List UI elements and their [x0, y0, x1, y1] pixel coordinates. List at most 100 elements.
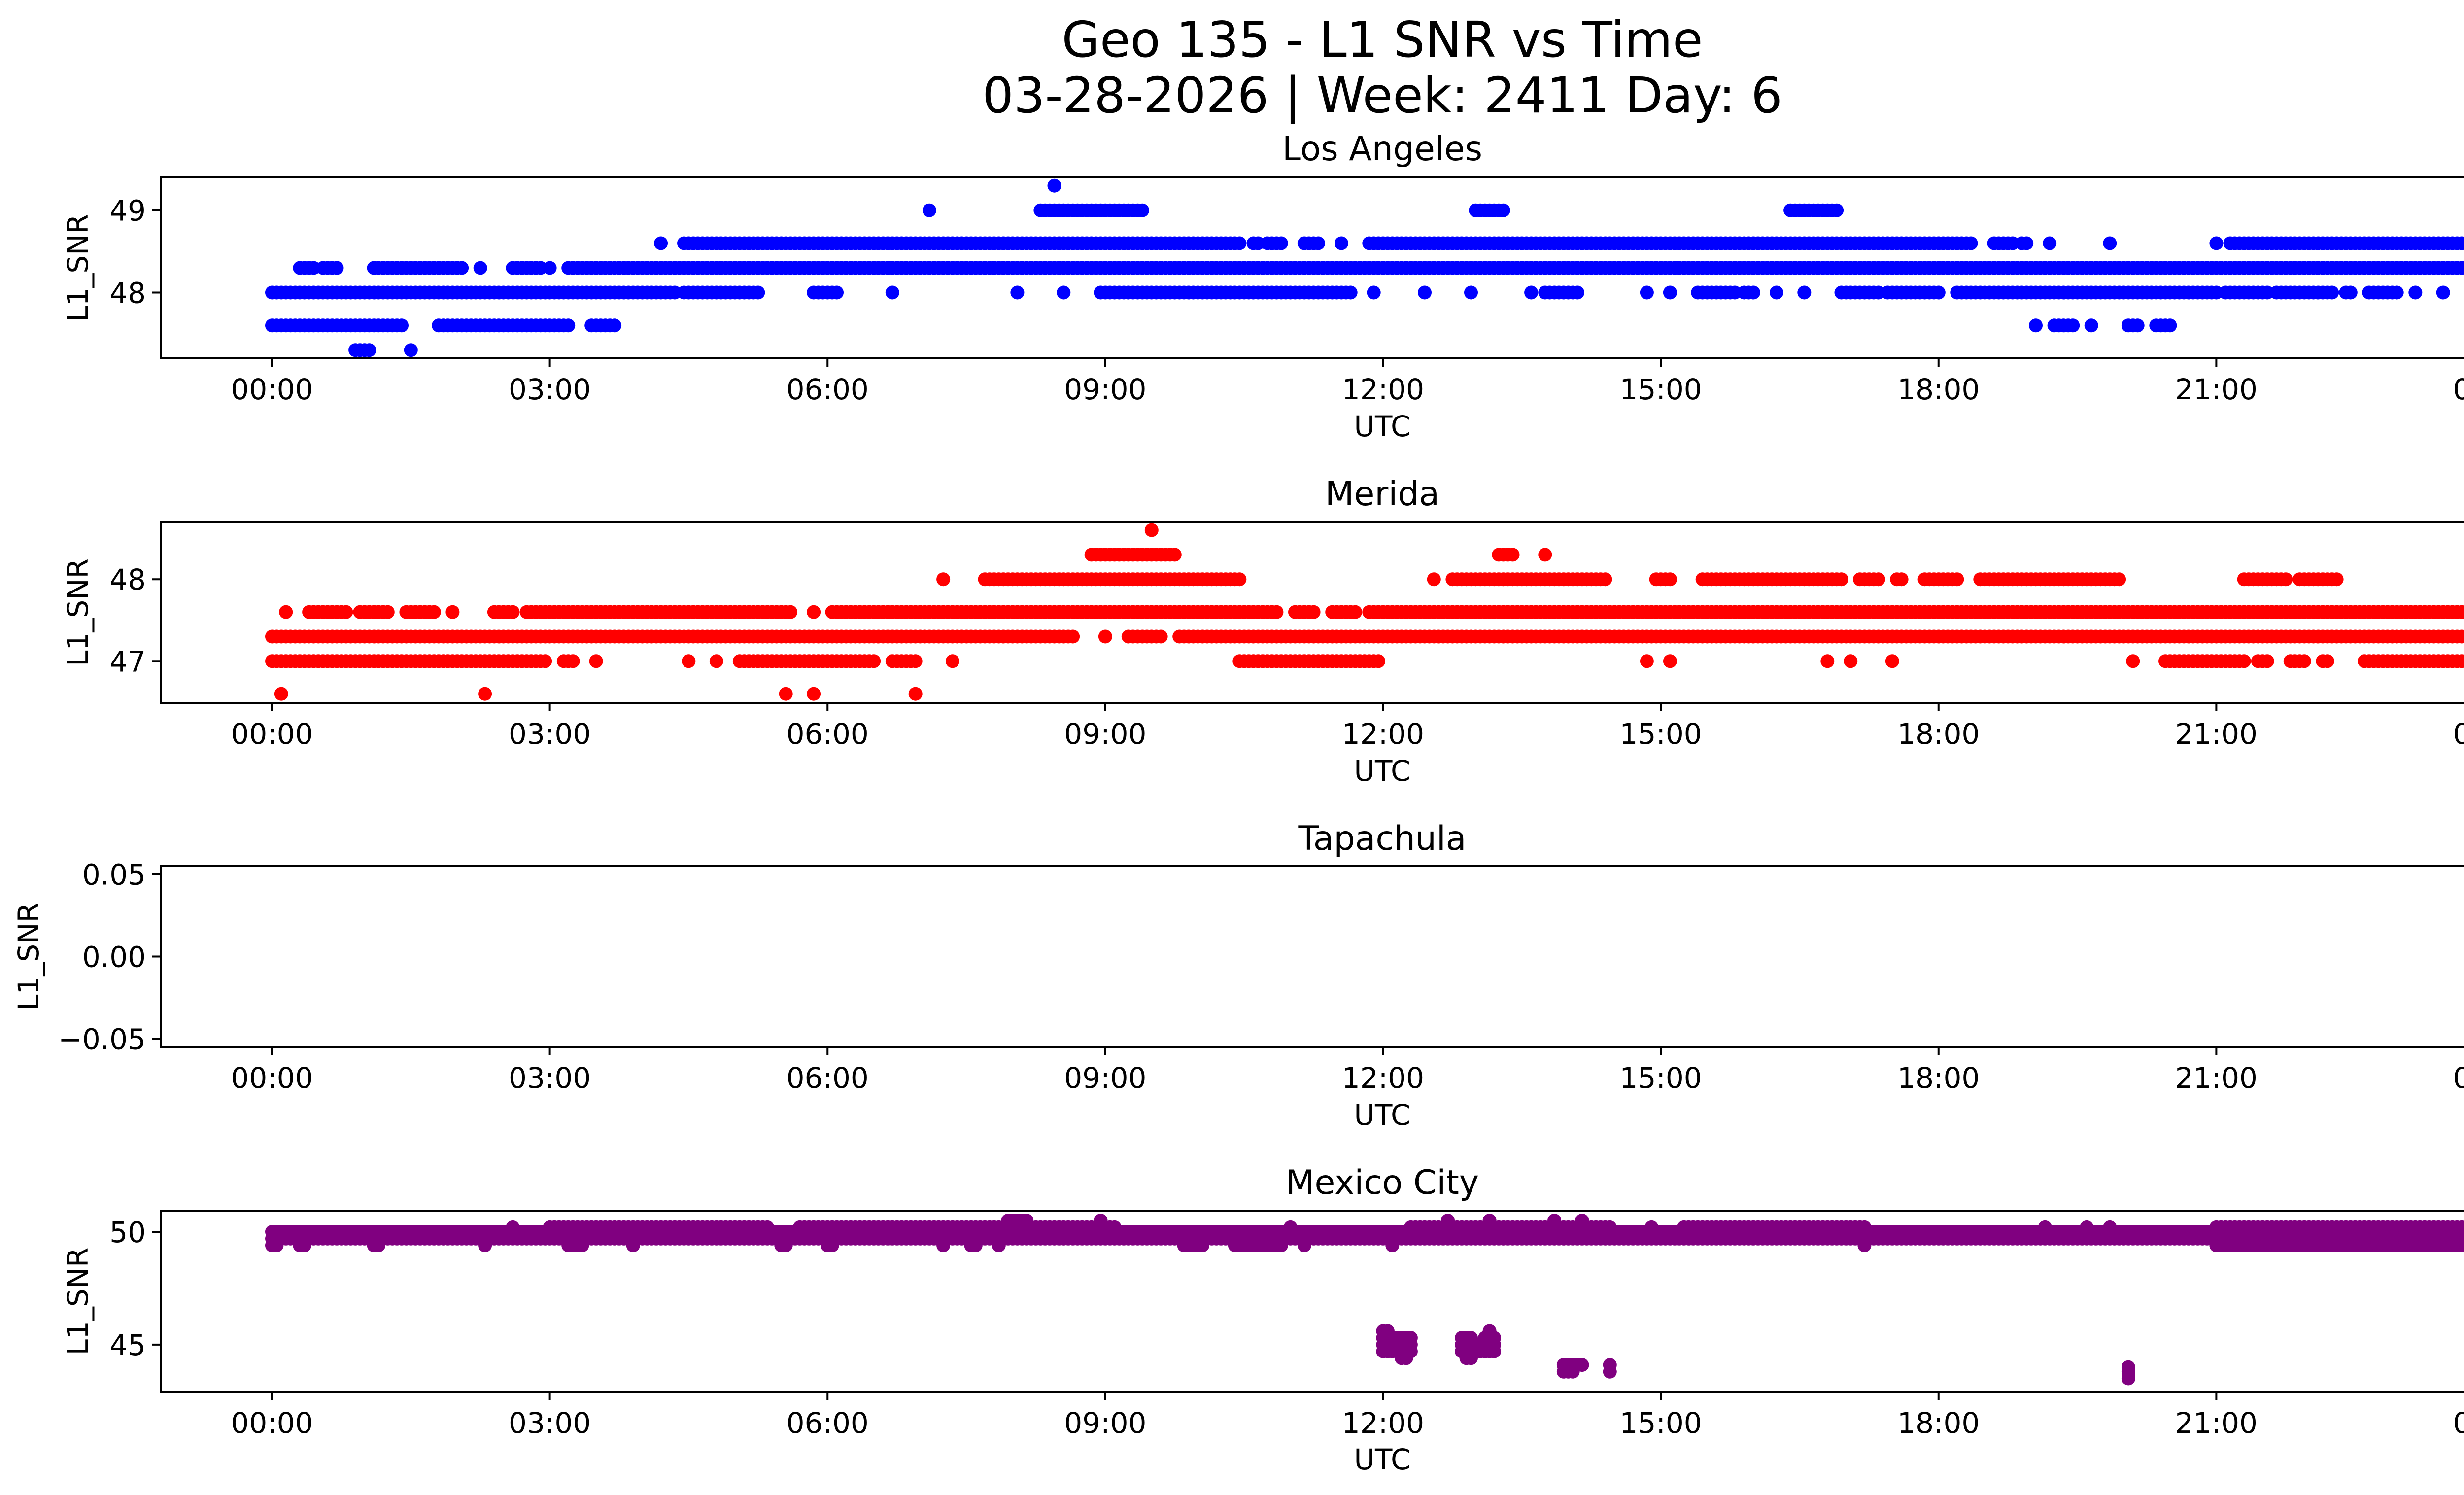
y-ticks: 48 49 [109, 194, 161, 310]
data-point [1274, 1238, 1288, 1252]
y-axis-label: L1_SNR [61, 1248, 95, 1356]
data-point [380, 605, 395, 619]
data-point [478, 687, 492, 701]
data-point [2329, 572, 2344, 587]
data-point [1885, 654, 1899, 668]
data-point [2019, 236, 2034, 250]
data-point [589, 654, 603, 668]
x-axis-label: UTC [1354, 754, 1411, 788]
data-point [455, 261, 469, 275]
x-tick-label: 15:00 [1620, 1406, 1702, 1440]
data-point [2130, 318, 2145, 333]
x-tick-label: 06:00 [787, 1061, 869, 1095]
x-tick-label: 12:00 [1342, 1061, 1424, 1095]
y-axis-label: L1_SNR [12, 903, 45, 1010]
x-tick-label: 15:00 [1620, 373, 1702, 406]
x-tick-label: 21:00 [2175, 1406, 2258, 1440]
data-point [506, 605, 520, 619]
data-point [936, 572, 951, 587]
y-tick-label: 49 [109, 194, 146, 228]
x-tick-label: 06:00 [787, 1406, 869, 1440]
y-axis-label: L1_SNR [61, 558, 95, 666]
data-point [1950, 572, 1964, 587]
data-point [1418, 285, 1432, 300]
scatter-points [265, 178, 2464, 357]
data-point [992, 1238, 1006, 1252]
data-point [2112, 572, 2126, 587]
data-point [2343, 285, 2358, 300]
y-tick-label: 0.00 [82, 940, 146, 974]
data-point [1335, 236, 1348, 250]
x-tick-label: 18:00 [1897, 1061, 1980, 1095]
x-ticks: 00:00 03:00 06:00 09:00 12:00 15:00 18:00 21:00… [231, 1047, 2464, 1095]
data-point [945, 654, 959, 668]
data-point [2459, 261, 2464, 275]
data-point [1297, 1238, 1311, 1252]
x-tick-label: 18:00 [1897, 717, 1980, 751]
data-point [1464, 285, 1478, 300]
data-point [1311, 236, 1325, 250]
data-point [807, 687, 821, 701]
x-tick-label: 03:00 [509, 1406, 591, 1440]
data-point [1269, 605, 1284, 619]
x-tick-label: 12:00 [1342, 1406, 1424, 1440]
data-point [1232, 572, 1247, 587]
x-tick-label: 09:00 [1064, 1406, 1146, 1440]
data-point [1663, 285, 1677, 300]
data-point [2121, 1360, 2135, 1374]
data-point [362, 343, 376, 357]
data-point [1964, 236, 1978, 250]
data-point [908, 654, 923, 668]
data-point [1066, 629, 1080, 644]
data-point [566, 654, 580, 668]
data-point [1663, 654, 1677, 668]
x-tick-label: 00:00 [2453, 717, 2464, 751]
x-tick-label: 09:00 [1064, 373, 1146, 406]
data-point [1830, 203, 1844, 217]
scatter-points [265, 1214, 2464, 1386]
data-point [1057, 285, 1071, 300]
x-tick-label: 00:00 [2453, 1061, 2464, 1095]
x-tick-label: 21:00 [2175, 1061, 2258, 1095]
data-point [2436, 285, 2450, 300]
subplot-tapachula: Tapachula −0.050.000.05 00:00 03:00 06:00 0… [12, 819, 2464, 1132]
data-point [626, 1238, 640, 1252]
data-point [279, 605, 293, 619]
data-point [2459, 1239, 2464, 1252]
data-point [575, 1238, 589, 1252]
data-point [885, 285, 899, 300]
data-point [1010, 285, 1025, 300]
data-point [1566, 1364, 1580, 1379]
data-point [330, 261, 344, 275]
data-point [543, 261, 557, 275]
data-point [1506, 548, 1520, 562]
data-point [372, 1238, 386, 1252]
x-tick-label: 00:00 [2453, 1406, 2464, 1440]
data-point [2279, 572, 2293, 587]
data-point [1640, 654, 1654, 668]
x-tick-label: 00:00 [231, 717, 313, 751]
data-point [1167, 548, 1182, 562]
data-point [908, 687, 923, 701]
data-point [1834, 572, 1848, 587]
data-point [1274, 236, 1288, 250]
data-point [1524, 285, 1539, 300]
x-tick-label: 15:00 [1620, 1061, 1702, 1095]
subplot-title: Los Angeles [1282, 130, 1482, 169]
y-tick-label: 47 [109, 645, 146, 678]
subplot-mexico-city: Mexico City 45 50 00:00 03:00 06:00 09:00 12:… [61, 1163, 2464, 1476]
data-point [2459, 630, 2464, 643]
y-ticks: 47 48 [109, 563, 161, 678]
data-point [1571, 285, 1584, 300]
data-point [445, 605, 460, 619]
x-tick-label: 06:00 [787, 717, 869, 751]
data-point [779, 1238, 793, 1252]
data-point [274, 687, 288, 701]
data-point [1196, 1238, 1210, 1252]
data-point [2459, 605, 2464, 619]
y-ticks: 45 50 [109, 1216, 161, 1362]
data-point [1047, 178, 1061, 193]
x-tick-label: 00:00 [231, 1061, 313, 1095]
x-tick-label: 06:00 [787, 373, 869, 406]
